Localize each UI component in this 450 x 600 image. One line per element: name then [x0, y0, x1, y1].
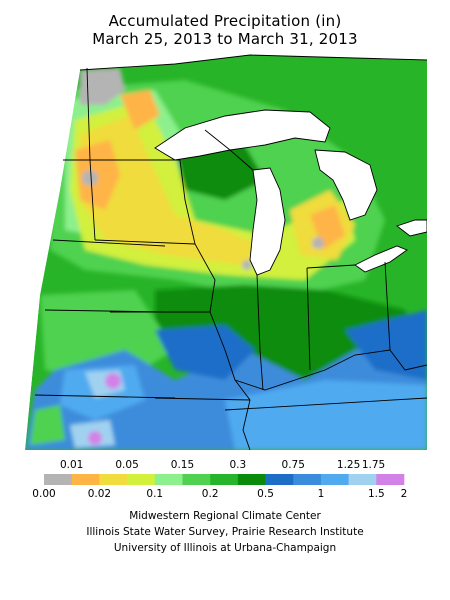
- precip-gray-spot: [82, 170, 98, 186]
- precip-gray-nw: [80, 68, 125, 105]
- border-mn-west: [86, 67, 96, 241]
- legend-swatch: [376, 474, 405, 485]
- credit-uiuc: University of Illinois at Urbana-Champai…: [113, 542, 337, 554]
- legend-upper-tick: 1.75: [362, 459, 385, 471]
- precip-orange-mi: [310, 205, 345, 250]
- map-date-range: March 25, 2013 to March 31, 2013: [92, 30, 358, 48]
- credit-mrcc: Midwestern Regional Climate Center: [129, 510, 321, 522]
- legend-upper-tick: 0.01: [60, 459, 83, 471]
- legend-swatch: [182, 474, 211, 485]
- precip-green-west: [40, 290, 175, 380]
- great-lakes: [155, 110, 427, 275]
- legend-upper-tick: 0.3: [229, 459, 246, 471]
- precip-gray-spot-mi: [312, 237, 324, 249]
- legend-upper-tick: 0.15: [171, 459, 194, 471]
- border-mississippi: [179, 159, 251, 450]
- legend-swatch: [44, 474, 72, 485]
- precip-orange-nd: [75, 140, 120, 210]
- legend-swatch: [348, 474, 377, 485]
- border-wv: [389, 349, 427, 371]
- precip-yellow-band: [80, 115, 270, 265]
- lake-erie: [355, 246, 407, 272]
- lake-huron: [315, 150, 377, 220]
- legend-swatch: [293, 474, 322, 485]
- precip-orange-mn: [120, 90, 160, 130]
- border-ky-tn: [224, 397, 427, 411]
- legend-upper-tick: 0.05: [115, 459, 138, 471]
- legend-lower-tick: 0.1: [146, 488, 163, 500]
- border-ohio-river: [234, 349, 391, 391]
- precip-gray-spot-wi: [242, 260, 252, 270]
- legend-swatch: [265, 474, 294, 485]
- border-sd-ne: [52, 239, 166, 247]
- legend-swatch: [71, 474, 100, 485]
- precip-dark-green-north: [175, 145, 265, 200]
- legend-swatch: [127, 474, 156, 485]
- border-in-oh: [306, 267, 311, 371]
- legend-lower-tick: 0.2: [202, 488, 219, 500]
- precipitation-map: [25, 50, 427, 450]
- legend-lower-tick: 1: [318, 488, 325, 500]
- border-mn-ia: [94, 239, 196, 245]
- border-oh-pa: [384, 261, 391, 351]
- legend-swatch: [237, 474, 266, 485]
- border-canada: [79, 54, 427, 71]
- precipitation-legend: 0.00 0.02 0.1 0.2 0.5 1 1.5 2 0.01 0.05 0.15 0.3 0.7…: [0, 455, 450, 505]
- map-title: Accumulated Precipitation (in): [108, 12, 342, 30]
- legend-swatch: [210, 474, 239, 485]
- precip-green-ks: [30, 405, 65, 445]
- legend-lower-tick: 0.5: [257, 488, 274, 500]
- lake-shorelines: [154, 109, 427, 276]
- lake-superior: [155, 110, 330, 160]
- legend-swatch: [320, 474, 349, 485]
- lake-michigan: [250, 168, 285, 275]
- outside-region: [25, 50, 427, 450]
- legend-upper-tick: 0.75: [282, 459, 305, 471]
- precip-dark-blue-east: [345, 310, 427, 380]
- border-il-in: [256, 274, 264, 391]
- precip-light-blue-south: [225, 380, 427, 450]
- lake-ontario: [397, 220, 427, 236]
- legend-lower-tick: 2: [401, 488, 408, 500]
- border-mi-oh: [306, 264, 356, 269]
- legend-swatch: [154, 474, 183, 485]
- border-ks-ok: [34, 394, 176, 399]
- legend-upper-tick: 1.25: [337, 459, 360, 471]
- precip-purple-max: [105, 373, 121, 389]
- legend-lower-tick: 0.00: [32, 488, 55, 500]
- state-borders: [34, 54, 427, 450]
- border-mo-ar: [154, 397, 251, 401]
- credit-isws: Illinois State Water Survey, Prairie Res…: [86, 526, 364, 538]
- precipitation-field: [25, 55, 427, 450]
- legend-lower-tick: 0.02: [88, 488, 111, 500]
- legend-swatch: [99, 474, 128, 485]
- legend-lower-tick: 1.5: [368, 488, 385, 500]
- precip-purple-ok: [88, 431, 102, 445]
